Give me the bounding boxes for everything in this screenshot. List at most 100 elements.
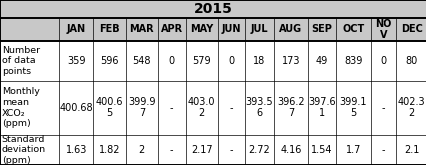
Bar <box>125 41 158 81</box>
Bar <box>217 18 245 41</box>
Text: 2.17: 2.17 <box>190 145 212 155</box>
Text: 2: 2 <box>138 145 145 155</box>
Text: 1.82: 1.82 <box>98 145 120 155</box>
Bar <box>336 18 370 41</box>
Text: 399.1
5: 399.1 5 <box>339 97 366 118</box>
Text: 0: 0 <box>228 56 234 66</box>
Text: 18: 18 <box>253 56 265 66</box>
Bar <box>93 135 125 165</box>
Bar <box>158 18 185 41</box>
Text: Number
of data
points: Number of data points <box>2 46 40 76</box>
Bar <box>158 41 185 81</box>
Bar <box>59 135 93 165</box>
Text: -: - <box>170 145 173 155</box>
Text: 2.1: 2.1 <box>403 145 418 155</box>
Text: 400.68: 400.68 <box>60 103 93 113</box>
Text: 173: 173 <box>281 56 299 66</box>
Bar <box>395 18 426 41</box>
Bar <box>273 135 307 165</box>
Bar <box>273 41 307 81</box>
Bar <box>217 135 245 165</box>
Text: 396.2
7: 396.2 7 <box>276 97 304 118</box>
Bar <box>217 41 245 81</box>
Bar <box>307 41 336 81</box>
Bar <box>0 41 59 81</box>
Bar <box>245 135 273 165</box>
Bar <box>336 135 370 165</box>
Text: AUG: AUG <box>279 24 302 34</box>
Text: 0: 0 <box>168 56 174 66</box>
Bar <box>273 81 307 135</box>
Bar <box>0 135 59 165</box>
Bar <box>59 41 93 81</box>
Bar <box>370 81 395 135</box>
Bar <box>273 18 307 41</box>
Bar <box>336 41 370 81</box>
Text: -: - <box>170 103 173 113</box>
Bar <box>370 135 395 165</box>
Bar <box>245 41 273 81</box>
Bar <box>0 81 59 135</box>
Text: MAR: MAR <box>129 24 154 34</box>
Text: 839: 839 <box>343 56 362 66</box>
Bar <box>59 18 93 41</box>
Bar <box>185 81 217 135</box>
Text: APR: APR <box>160 24 182 34</box>
Text: 1.7: 1.7 <box>345 145 360 155</box>
Bar <box>185 18 217 41</box>
Text: 4.16: 4.16 <box>279 145 301 155</box>
Bar <box>125 135 158 165</box>
Text: NO
V: NO V <box>374 19 391 40</box>
Bar <box>370 41 395 81</box>
Text: JUL: JUL <box>250 24 268 34</box>
Text: 403.0
2: 403.0 2 <box>187 97 215 118</box>
Bar <box>245 81 273 135</box>
Bar <box>307 18 336 41</box>
Text: 1.54: 1.54 <box>311 145 332 155</box>
Bar <box>158 81 185 135</box>
Text: OCT: OCT <box>342 24 364 34</box>
Bar <box>93 18 125 41</box>
Bar <box>185 41 217 81</box>
Text: 80: 80 <box>405 56 417 66</box>
Bar <box>93 41 125 81</box>
Bar <box>307 135 336 165</box>
Bar <box>395 81 426 135</box>
Text: -: - <box>381 145 384 155</box>
Bar <box>125 18 158 41</box>
Text: Monthly
mean
XCO₂
(ppm): Monthly mean XCO₂ (ppm) <box>2 87 40 128</box>
Bar <box>307 81 336 135</box>
Bar <box>93 81 125 135</box>
Text: -: - <box>229 103 233 113</box>
Text: MAY: MAY <box>190 24 213 34</box>
Text: JUN: JUN <box>221 24 241 34</box>
Text: 359: 359 <box>67 56 86 66</box>
Text: Standard
deviation
(ppm): Standard deviation (ppm) <box>2 135 46 165</box>
Bar <box>0 0 426 18</box>
Text: 548: 548 <box>132 56 151 66</box>
Text: 596: 596 <box>100 56 118 66</box>
Bar <box>336 81 370 135</box>
Text: 400.6
5: 400.6 5 <box>95 97 123 118</box>
Bar <box>59 81 93 135</box>
Text: FEB: FEB <box>99 24 120 34</box>
Text: 1.63: 1.63 <box>66 145 87 155</box>
Text: 2.72: 2.72 <box>248 145 270 155</box>
Bar <box>395 41 426 81</box>
Text: -: - <box>229 145 233 155</box>
Bar <box>217 81 245 135</box>
Text: JAN: JAN <box>66 24 86 34</box>
Text: 579: 579 <box>192 56 210 66</box>
Bar <box>125 81 158 135</box>
Bar <box>158 135 185 165</box>
Text: 0: 0 <box>380 56 386 66</box>
Text: 49: 49 <box>315 56 328 66</box>
Bar <box>370 18 395 41</box>
Text: 397.6
1: 397.6 1 <box>308 97 335 118</box>
Text: SEP: SEP <box>311 24 332 34</box>
Bar <box>0 18 59 41</box>
Text: DEC: DEC <box>400 24 422 34</box>
Text: -: - <box>381 103 384 113</box>
Bar <box>245 18 273 41</box>
Text: 2015: 2015 <box>193 2 233 16</box>
